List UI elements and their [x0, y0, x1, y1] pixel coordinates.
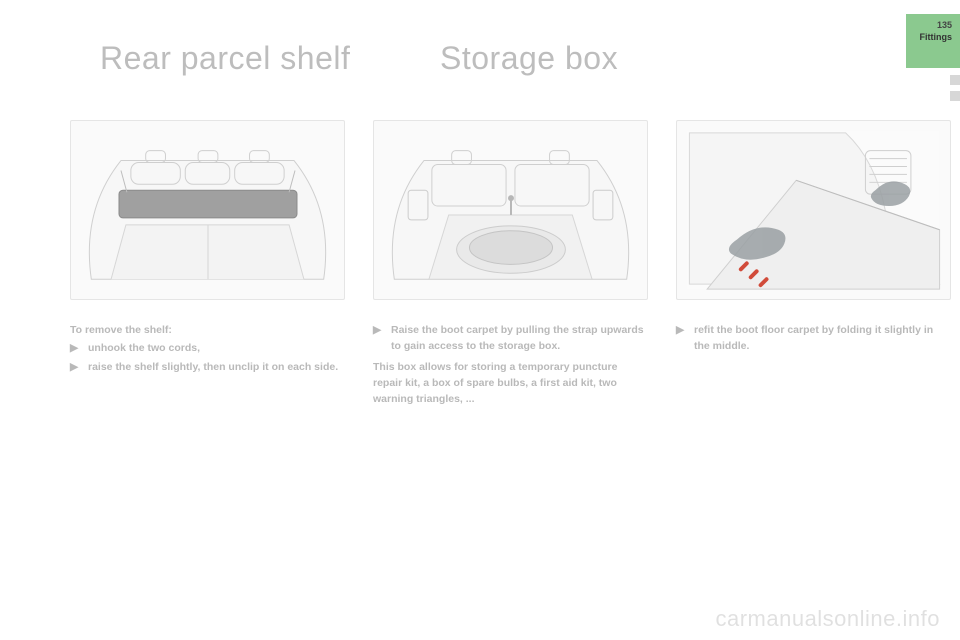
column-shelf: To remove the shelf: ▶ unhook the two co… [70, 120, 345, 407]
bullet-row: ▶ refit the boot floor carpet by folding… [676, 322, 951, 355]
page: 135 Fittings Rear parcel shelf Storage b… [0, 0, 960, 640]
heading-storage-box: Storage box [440, 40, 618, 77]
bullet-text: unhook the two cords, [88, 340, 345, 356]
watermark: carmanualsonline.info [715, 606, 940, 632]
illustration-fold-carpet [676, 120, 951, 300]
bullet-arrow-icon: ▶ [676, 322, 694, 355]
bullet-text: raise the shelf slightly, then unclip it… [88, 359, 345, 375]
bullet-arrow-icon: ▶ [373, 322, 391, 355]
caption-desc: This box allows for storing a temporary … [373, 359, 648, 408]
headings-row: Rear parcel shelf Storage box [100, 40, 920, 77]
caption-shelf: To remove the shelf: ▶ unhook the two co… [70, 322, 345, 375]
content-columns: To remove the shelf: ▶ unhook the two co… [70, 120, 930, 407]
caption-intro: To remove the shelf: [70, 322, 345, 338]
page-number: 135 [937, 20, 952, 30]
caption-fold: ▶ refit the boot floor carpet by folding… [676, 322, 951, 355]
illustration-rear-shelf [70, 120, 345, 300]
heading-rear-parcel-shelf: Rear parcel shelf [100, 40, 410, 77]
bullet-row: ▶ Raise the boot carpet by pulling the s… [373, 322, 648, 355]
bullet-text: refit the boot floor carpet by folding i… [694, 322, 951, 355]
bullet-arrow-icon: ▶ [70, 340, 88, 356]
caption-storage: ▶ Raise the boot carpet by pulling the s… [373, 322, 648, 407]
side-section-markers [946, 75, 960, 107]
bullet-row: ▶ unhook the two cords, [70, 340, 345, 356]
section-marker [950, 75, 960, 85]
bullet-row: ▶ raise the shelf slightly, then unclip … [70, 359, 345, 375]
section-marker [950, 91, 960, 101]
bullet-arrow-icon: ▶ [70, 359, 88, 375]
bullet-text: Raise the boot carpet by pulling the str… [391, 322, 648, 355]
column-storage: ▶ Raise the boot carpet by pulling the s… [373, 120, 648, 407]
section-label: Fittings [920, 32, 953, 42]
column-fold: ▶ refit the boot floor carpet by folding… [676, 120, 951, 407]
illustration-storage-box [373, 120, 648, 300]
